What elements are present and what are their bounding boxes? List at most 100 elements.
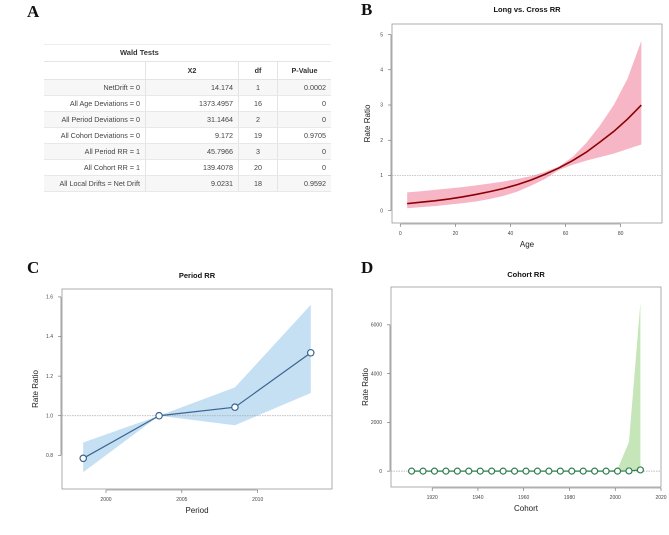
x-tick-label: 1960 xyxy=(518,495,529,501)
plot-frame xyxy=(61,288,333,490)
data-point xyxy=(155,411,163,420)
wald-table: X2 df P-Value NetDrift = 0 14.174 1 0.0002 A… xyxy=(44,62,331,192)
table-row: All Period RR = 1 45.7966 3 0 xyxy=(44,143,331,160)
wald-tests-table: Wald Tests X2 df P-Value NetDrift = 0 14.… xyxy=(44,44,331,192)
cell-x2: 9.172 xyxy=(145,127,239,144)
cell-p-value: 0 xyxy=(277,95,331,112)
x-axis-title: Period xyxy=(185,506,208,515)
table-row: All Period Deviations = 0 31.1464 2 0 xyxy=(44,111,331,128)
x-tick-label: 2010 xyxy=(252,497,263,503)
panel-label-a: A xyxy=(27,2,40,21)
y-tick-label: 6000 xyxy=(371,323,382,329)
y-tick-label: 4000 xyxy=(371,371,382,377)
table-header-row: X2 df P-Value xyxy=(44,62,331,80)
data-point xyxy=(510,467,519,475)
cell-x2: 31.1464 xyxy=(145,111,239,128)
cell-df: 3 xyxy=(238,143,278,160)
column-header-p-value: P-Value xyxy=(277,62,331,80)
confidence-band xyxy=(83,304,311,473)
data-point xyxy=(79,454,88,463)
data-point xyxy=(430,467,439,475)
row-label: All Period RR = 1 xyxy=(44,143,146,160)
data-point xyxy=(231,403,239,412)
row-label: NetDrift = 0 xyxy=(44,79,146,96)
y-tick-label: 5 xyxy=(380,32,383,38)
data-point xyxy=(579,467,587,475)
data-point xyxy=(476,467,484,475)
column-header-x2: X2 xyxy=(145,62,239,80)
confidence-band xyxy=(411,302,641,472)
table-caption: Wald Tests xyxy=(44,44,331,62)
y-tick-label: 1.4 xyxy=(46,334,53,340)
x-axis-title: Cohort xyxy=(514,504,539,513)
cell-p-value: 0 xyxy=(277,111,331,128)
data-point xyxy=(556,467,564,475)
panel-label-d: D xyxy=(361,258,374,277)
fit-line xyxy=(82,352,312,459)
data-point xyxy=(625,467,633,475)
y-axis-title: Rate Ratio xyxy=(361,368,370,406)
table-row: All Age Deviations = 0 1373.4957 16 0 xyxy=(44,95,331,112)
y-tick-label: 1.2 xyxy=(46,374,53,380)
data-point xyxy=(306,348,315,357)
y-tick-label: 0.8 xyxy=(46,453,53,459)
data-point xyxy=(568,467,576,475)
cell-x2: 1373.4957 xyxy=(145,95,239,112)
plot-frame xyxy=(390,286,662,488)
x-tick-label: 20 xyxy=(453,231,459,237)
data-point xyxy=(613,467,622,475)
cell-p-value: 0 xyxy=(277,159,331,176)
cell-x2: 9.0231 xyxy=(145,175,239,192)
panel-label-b: B xyxy=(361,0,373,19)
cell-df: 16 xyxy=(238,95,278,112)
y-tick-label: 0 xyxy=(379,469,382,475)
y-tick-label: 1.0 xyxy=(46,413,53,419)
row-label: All Local Drifts = Net Drift xyxy=(44,175,146,192)
panel-label-c: C xyxy=(27,258,40,277)
chart-title: Period RR xyxy=(179,271,216,280)
data-point xyxy=(488,467,496,475)
cell-p-value: 0 xyxy=(277,143,331,160)
y-tick-label: 2 xyxy=(380,138,383,144)
cell-p-value: 0.9705 xyxy=(277,127,331,144)
x-tick-label: 60 xyxy=(563,231,569,237)
data-point xyxy=(442,467,450,475)
y-tick-label: 4 xyxy=(380,67,383,73)
data-point xyxy=(499,467,507,475)
data-point xyxy=(636,466,645,474)
x-tick-label: 2000 xyxy=(100,497,111,503)
fit-line xyxy=(407,104,642,205)
data-point xyxy=(545,467,553,475)
y-axis-title: Rate Ratio xyxy=(363,104,372,142)
y-tick-label: 0 xyxy=(380,208,383,214)
data-point xyxy=(407,467,416,475)
y-axis-title: Rate Ratio xyxy=(31,370,40,408)
data-point xyxy=(419,467,427,475)
table-row: All Cohort RR = 1 139.4078 20 0 xyxy=(44,159,331,176)
plot-frame xyxy=(391,23,663,224)
table-row: All Local Drifts = Net Drift 9.0231 18 0.95… xyxy=(44,175,331,192)
x-tick-label: 1980 xyxy=(564,495,575,501)
cell-df: 20 xyxy=(238,159,278,176)
y-tick-label: 1 xyxy=(380,173,383,179)
y-tick-label: 1.6 xyxy=(46,295,53,301)
chart-title: Cohort RR xyxy=(507,270,545,279)
y-tick-label: 3 xyxy=(380,103,383,109)
data-point xyxy=(602,467,610,475)
x-tick-label: 2005 xyxy=(176,497,187,503)
data-point xyxy=(522,467,530,475)
x-tick-label: 1940 xyxy=(472,495,483,501)
column-header-df: df xyxy=(238,62,278,80)
row-label: All Cohort RR = 1 xyxy=(44,159,146,176)
table-row: All Cohort Deviations = 0 9.172 19 0.9705 xyxy=(44,127,331,144)
x-tick-label: 2020 xyxy=(655,495,666,501)
cell-x2: 14.174 xyxy=(145,79,239,96)
data-point xyxy=(453,467,461,475)
cell-x2: 139.4078 xyxy=(145,159,239,176)
row-label: All Age Deviations = 0 xyxy=(44,95,146,112)
y-tick-label: 2000 xyxy=(371,420,382,426)
data-point xyxy=(533,467,542,475)
